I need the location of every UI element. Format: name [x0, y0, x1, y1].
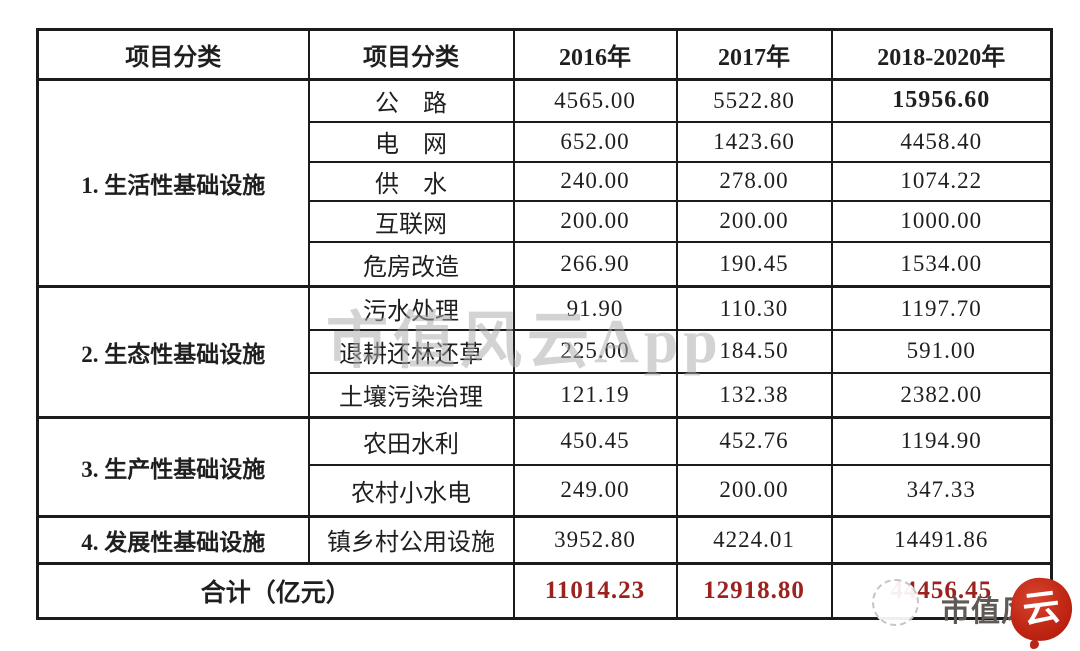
- table-row: 1. 生活性基础设施 公 路 4565.00 5522.80 15956.60: [36, 78, 1053, 288]
- value-cell: 4458.40: [830, 120, 1053, 163]
- value-cell: 3952.80: [512, 514, 678, 565]
- table-row: 农村小水电 249.00 200.00 347.33: [38, 464, 1053, 518]
- category-cell-ecological: 2. 生态性基础设施: [36, 285, 310, 419]
- value-cell: 1000.00: [830, 199, 1053, 243]
- column-header-2017: 2017年: [675, 28, 833, 81]
- category-cell-productive: 3. 生产性基础设施: [36, 415, 310, 518]
- value-cell: 121.19: [512, 371, 678, 419]
- value-cell: 1194.90: [830, 415, 1053, 467]
- table-row: 供 水 240.00 278.00 1074.22: [38, 160, 1053, 202]
- value-cell: 1423.60: [675, 120, 833, 163]
- value-cell: 200.00: [512, 199, 678, 243]
- value-cell: 132.38: [675, 371, 833, 419]
- value-cell: 91.90: [512, 285, 678, 331]
- item-cell: 退耕还林还草: [307, 328, 515, 374]
- value-cell: 249.00: [512, 464, 678, 518]
- item-cell: 公 路: [307, 78, 515, 123]
- item-cell: 供 水: [307, 160, 515, 202]
- total-row: 合计（亿元） 11014.23 12918.80 44456.45: [36, 561, 1053, 620]
- value-cell: 4565.00: [512, 78, 678, 123]
- value-cell: 240.00: [512, 160, 678, 202]
- value-cell: 450.45: [512, 415, 678, 467]
- item-cell: 危房改造: [307, 240, 515, 288]
- table-row: 电 网 652.00 1423.60 4458.40: [38, 120, 1053, 163]
- value-cell: 14491.86: [830, 514, 1053, 565]
- value-cell: 1534.00: [830, 240, 1053, 288]
- table-row: 2. 生态性基础设施 污水处理 91.90 110.30 1197.70: [36, 285, 1053, 419]
- value-cell: 1074.22: [830, 160, 1053, 202]
- item-cell: 农田水利: [307, 415, 515, 467]
- column-header-2016: 2016年: [512, 28, 678, 81]
- total-value-cell: 11014.23: [512, 561, 678, 620]
- value-cell: 591.00: [830, 328, 1053, 374]
- table-row: 危房改造 266.90 190.45 1534.00: [38, 240, 1053, 288]
- item-cell: 污水处理: [307, 285, 515, 331]
- value-cell: 200.00: [675, 199, 833, 243]
- stamp-drip-mark: [1030, 640, 1039, 649]
- value-cell: 347.33: [830, 464, 1053, 518]
- column-header-subcategory: 项目分类: [307, 28, 515, 81]
- value-cell: 190.45: [675, 240, 833, 288]
- value-cell: 225.00: [512, 328, 678, 374]
- column-header-2018-2020: 2018-2020年: [830, 28, 1053, 81]
- value-cell: 652.00: [512, 120, 678, 163]
- value-cell: 278.00: [675, 160, 833, 202]
- table-row: 退耕还林还草 225.00 184.50 591.00: [38, 328, 1053, 374]
- value-cell: 1197.70: [830, 285, 1053, 331]
- value-cell: 452.76: [675, 415, 833, 467]
- value-cell: 200.00: [675, 464, 833, 518]
- item-cell: 镇乡村公用设施: [307, 514, 515, 565]
- header-row: 项目分类 项目分类 2016年 2017年 2018-2020年: [36, 28, 1053, 81]
- total-value-cell: 12918.80: [675, 561, 833, 620]
- item-cell: 农村小水电: [307, 464, 515, 518]
- value-cell: 266.90: [512, 240, 678, 288]
- total-value-cell: 44456.45: [830, 561, 1053, 620]
- value-cell: 110.30: [675, 285, 833, 331]
- value-cell: 5522.80: [675, 78, 833, 123]
- item-cell: 电 网: [307, 120, 515, 163]
- total-label-cell: 合计（亿元）: [36, 561, 515, 620]
- value-cell: 4224.01: [675, 514, 833, 565]
- infrastructure-investment-table: 项目分类 项目分类 2016年 2017年 2018-2020年 1. 生活性基…: [36, 28, 1053, 620]
- table-row: 土壤污染治理 121.19 132.38 2382.00: [38, 371, 1053, 419]
- table-row: 互联网 200.00 200.00 1000.00: [38, 199, 1053, 243]
- table-row: 4. 发展性基础设施 镇乡村公用设施 3952.80 4224.01 14491…: [36, 514, 1053, 565]
- value-cell: 15956.60: [830, 78, 1053, 123]
- category-cell-living: 1. 生活性基础设施: [36, 78, 310, 288]
- value-cell: 2382.00: [830, 371, 1053, 419]
- item-cell: 互联网: [307, 199, 515, 243]
- table-row: 3. 生产性基础设施 农田水利 450.45 452.76 1194.90: [36, 415, 1053, 518]
- column-header-category: 项目分类: [36, 28, 310, 81]
- item-cell: 土壤污染治理: [307, 371, 515, 419]
- category-cell-development: 4. 发展性基础设施: [36, 514, 310, 565]
- value-cell: 184.50: [675, 328, 833, 374]
